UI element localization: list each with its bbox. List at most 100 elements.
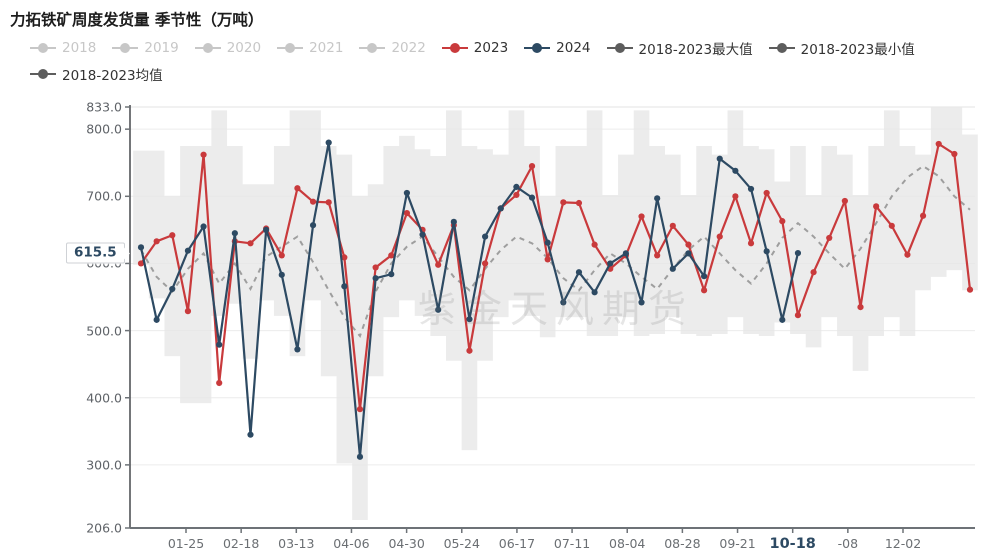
series-2024-line-point (794, 249, 802, 257)
series-2023-line-point (137, 260, 145, 267)
series-2024-line-point (528, 194, 536, 201)
series-2024-line-point (716, 155, 723, 162)
series-2024-line-point (247, 431, 254, 438)
legend-item-label: 2021 (309, 40, 344, 56)
series-2024-line-point (591, 289, 598, 296)
series-2024-line-point (763, 248, 770, 255)
series-2023-line-point (716, 233, 723, 240)
x-tick-label-05-24: 05-24 (443, 536, 480, 551)
series-2024-line-point (294, 346, 301, 353)
series-2023-line-point (278, 252, 285, 259)
legend-item-2018-2023最大值[interactable]: 2018-2023最大值 (606, 38, 753, 58)
legend-line-dot-icon (30, 67, 56, 81)
legend-item-2018-2023均值[interactable]: 2018-2023均值 (30, 64, 163, 84)
series-2024-line-point (732, 167, 739, 174)
x-tick-label-04-30: 04-30 (388, 536, 425, 551)
series-2023-line-point (388, 252, 395, 259)
series-2024-line-point (435, 306, 442, 313)
series-2023-line-point (966, 286, 974, 293)
series-2023-line-point (763, 189, 770, 197)
series-2024-line-point (231, 230, 238, 237)
y-tick-label-700.0: 700.0 (86, 188, 122, 204)
legend-item-label: 2018-2023最小值 (800, 42, 915, 58)
series-2024-line-point (638, 299, 645, 306)
series-2024-line-point (560, 299, 567, 306)
series-2023-line-point (904, 251, 911, 258)
series-2024-line-point (403, 189, 411, 197)
y-tick-label-800.0: 800.0 (86, 121, 122, 137)
x-tick-label-09-21: 09-21 (719, 536, 756, 551)
series-2024-line-point (747, 185, 755, 193)
series-2024-line-point (607, 260, 614, 267)
series-2023-line-point (888, 222, 895, 229)
series-2024-line-point (278, 271, 285, 278)
series-2024-line-point (325, 139, 332, 146)
series-2023-line-point (747, 240, 755, 247)
series-2023-line-point (810, 269, 817, 276)
legend-line-dot-icon (112, 41, 139, 55)
series-2024-line-point (341, 283, 348, 290)
legend-item-2019[interactable]: 2019 (112, 40, 179, 56)
legend-item-2018[interactable]: 2018 (30, 40, 96, 56)
legend-item-label: 2018-2023最大值 (638, 42, 753, 58)
mean-line (140, 164, 971, 338)
series-2023-line-point (873, 203, 880, 210)
series-2023-line-point (935, 140, 942, 148)
series-2024-line-point (356, 453, 364, 460)
series-2024-line-point (388, 271, 395, 278)
series-2024-line-point (372, 275, 379, 282)
legend-item-2021[interactable]: 2021 (277, 40, 343, 56)
series-2023-line-point (779, 218, 786, 225)
legend-item-label: 2020 (226, 40, 262, 56)
legend-line-dot-icon (277, 41, 304, 55)
series-2023-line-point (247, 240, 254, 247)
x-tick-label-12-02: 12-02 (884, 536, 922, 551)
legend-item-label: 2023 (473, 40, 509, 56)
series-2023-line-point (591, 241, 598, 248)
series-2023-line-point (153, 238, 160, 245)
x-tick-label-10-18: 10-18 (769, 536, 816, 552)
minmax-band (133, 107, 978, 520)
series-2024-line-point (654, 195, 661, 202)
series-2024-line-point (216, 341, 223, 348)
legend-item-2022[interactable]: 2022 (359, 40, 426, 56)
series-2023-line-point (372, 264, 379, 271)
series-2023-line-point (560, 199, 567, 206)
legend: 2018 2019 2020 2021 2022 2023 2024 2018-2023最大值… (30, 38, 970, 90)
y-tick-label-833.0: 833.0 (86, 99, 122, 115)
legend-line-dot-icon (359, 41, 386, 55)
legend-row-1: 2018 2019 2020 2021 2022 2023 2024 2018-2023最大值… (30, 38, 970, 58)
series-2023-line-point (216, 379, 223, 387)
legend-row-2: 2018-2023均值 (30, 64, 970, 84)
series-2023-line-point (732, 193, 739, 200)
series-2023-line-point (169, 232, 176, 239)
series-2024-line-point (544, 239, 551, 246)
series-2024-line-point (137, 244, 145, 251)
series-2023-line-point (638, 213, 645, 220)
legend-item-2018-2023最小值[interactable]: 2018-2023最小值 (768, 38, 915, 58)
series-2023-line (140, 142, 972, 411)
legend-line-dot-icon (30, 41, 56, 55)
series-2024-line-point (200, 223, 207, 230)
legend-line-dot-icon (606, 41, 633, 55)
x-tick-label-08-04: 08-04 (609, 536, 646, 551)
series-2024-line-point (153, 316, 160, 323)
x-tick-label-08-28: 08-28 (664, 536, 701, 551)
series-2023-line-point (325, 199, 332, 206)
series-2024-line-point (669, 265, 676, 272)
legend-item-label: 2018-2023均值 (62, 68, 163, 84)
series-2023-line-point (794, 312, 802, 319)
series-2023-line-point (513, 191, 520, 199)
y-tick-label-300.0: 300.0 (86, 457, 122, 473)
series-2023-line-point (685, 241, 692, 248)
series-2023-line-point (700, 287, 708, 294)
x-tick-label-06-17: 06-17 (498, 536, 536, 551)
series-2023-line-point (309, 198, 317, 205)
legend-item-2023[interactable]: 2023 (441, 40, 509, 56)
legend-item-2020[interactable]: 2020 (194, 40, 262, 56)
legend-item-2024[interactable]: 2024 (524, 40, 591, 56)
series-2023-line-point (826, 234, 833, 242)
legend-line-dot-icon (441, 41, 468, 55)
legend-item-label: 2019 (144, 40, 179, 56)
